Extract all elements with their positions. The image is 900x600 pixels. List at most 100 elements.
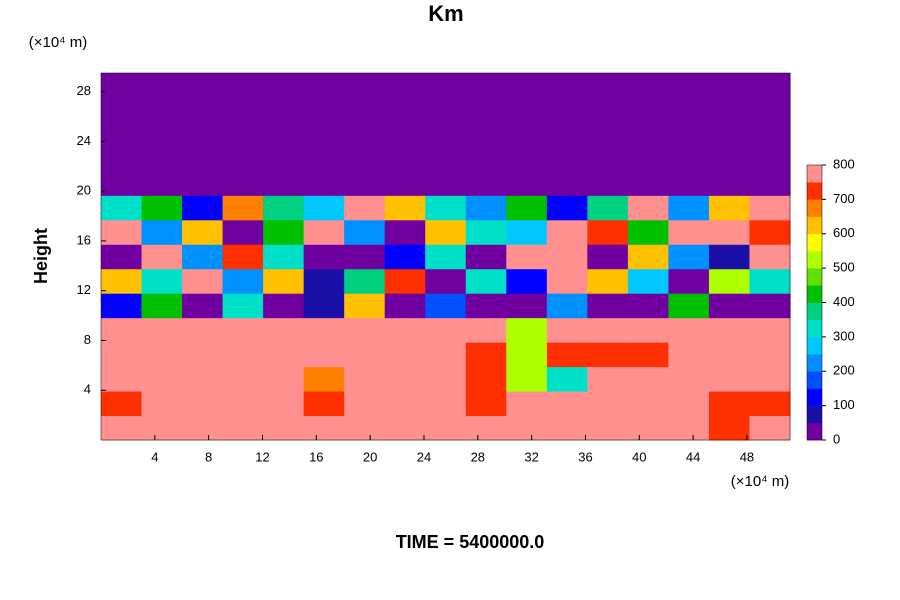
contour-cell [141, 121, 183, 147]
contour-cell [303, 195, 345, 221]
contour-cell [182, 317, 224, 343]
contour-cell [222, 219, 264, 245]
contour-cell [587, 317, 629, 343]
contour-cell [465, 415, 507, 441]
colorbar-band [807, 336, 822, 355]
colorbar-band [807, 422, 822, 441]
colorbar-tick-label: 800 [833, 156, 855, 171]
contour-cell [587, 268, 629, 294]
contour-cell [141, 146, 183, 172]
contour-cell [668, 170, 710, 196]
contour-cell [384, 73, 426, 98]
contour-cell [627, 415, 669, 441]
contour-cell [263, 73, 305, 98]
contour-cell [668, 366, 710, 392]
contour-cell [222, 366, 264, 392]
contour-cell [627, 97, 669, 123]
contour-cell [141, 219, 183, 245]
contour-cell [627, 244, 669, 270]
contour-cell [101, 219, 143, 245]
contour-cell [425, 146, 467, 172]
contour-cell [384, 195, 426, 221]
colorbar-band [807, 250, 822, 269]
x-tick-label: 40 [632, 449, 646, 464]
y-tick-label: 28 [77, 83, 91, 98]
contour-cell [222, 317, 264, 343]
contour-cell [708, 244, 750, 270]
colorbar-tick-label: 300 [833, 328, 855, 343]
contour-cell [222, 391, 264, 417]
contour-cell [344, 195, 386, 221]
contour-cell [101, 121, 143, 147]
contour-cell [587, 293, 629, 319]
contour-cell [344, 97, 386, 123]
contour-cell [465, 244, 507, 270]
contour-cell [506, 195, 548, 221]
contour-cell [344, 268, 386, 294]
x-tick-label: 12 [255, 449, 269, 464]
contour-cell [627, 342, 669, 368]
contour-cell [587, 195, 629, 221]
contour-cell [749, 73, 791, 98]
contour-cell [222, 97, 264, 123]
contour-cell [344, 317, 386, 343]
contour-cell [708, 146, 750, 172]
contour-cell [668, 244, 710, 270]
y-tick-label: 20 [77, 183, 91, 198]
contour-cell [465, 268, 507, 294]
contour-cell [101, 391, 143, 417]
contour-cell [425, 195, 467, 221]
contour-cell [749, 195, 791, 221]
contour-cell [263, 317, 305, 343]
colorbar-tick-label: 600 [833, 225, 855, 240]
contour-cell [749, 219, 791, 245]
contour-cell [141, 170, 183, 196]
contour-cell [708, 121, 750, 147]
contour-cell [749, 170, 791, 196]
contour-cell [546, 73, 588, 98]
contour-cell [587, 170, 629, 196]
contour-cell [182, 244, 224, 270]
contour-cell [101, 317, 143, 343]
x-tick-label: 16 [309, 449, 323, 464]
colorbar-tick-label: 0 [833, 431, 840, 446]
contour-cell [506, 121, 548, 147]
contour-cell [668, 219, 710, 245]
contour-cell [101, 342, 143, 368]
x-tick-label: 36 [578, 449, 592, 464]
contour-cell [141, 244, 183, 270]
contour-cell [384, 342, 426, 368]
contour-cell [668, 415, 710, 441]
contour-cell [708, 97, 750, 123]
contour-cell [708, 195, 750, 221]
contour-cell [749, 146, 791, 172]
contour-cell [587, 415, 629, 441]
contour-cell [141, 391, 183, 417]
x-tick-label: 32 [524, 449, 538, 464]
contour-cell [344, 293, 386, 319]
contour-cell [587, 366, 629, 392]
contour-cell [425, 268, 467, 294]
contour-cell [384, 219, 426, 245]
contour-cell [587, 121, 629, 147]
time-annotation: TIME = 5400000.0 [396, 532, 545, 552]
contour-cell [627, 121, 669, 147]
contour-cell [303, 73, 345, 98]
contour-cell [708, 219, 750, 245]
contour-cell [344, 366, 386, 392]
contour-cell [506, 73, 548, 98]
contour-cell [587, 244, 629, 270]
contour-cell [425, 366, 467, 392]
contour-cell [668, 121, 710, 147]
contour-cell [344, 244, 386, 270]
contour-cell [627, 195, 669, 221]
x-tick-label: 24 [417, 449, 431, 464]
contour-cell [263, 195, 305, 221]
contour-cell [182, 219, 224, 245]
y-axis-label: Height [31, 228, 51, 284]
contour-cell [506, 219, 548, 245]
contour-cell [182, 146, 224, 172]
contour-cell [668, 97, 710, 123]
contour-cell [627, 146, 669, 172]
contour-cell [546, 342, 588, 368]
